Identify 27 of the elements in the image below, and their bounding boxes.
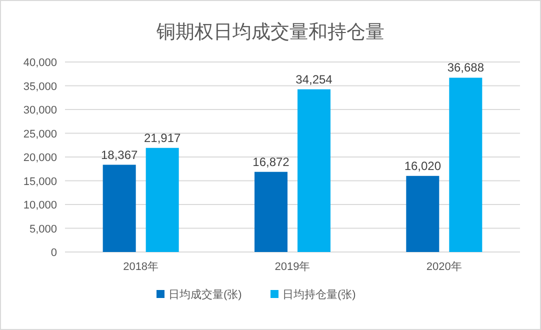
bar [254, 172, 288, 252]
data-label: 18,367 [100, 148, 138, 162]
data-label: 16,020 [404, 158, 442, 173]
chart-title: 铜期权日均成交量和持仓量 [156, 21, 384, 43]
data-label: 16,872 [252, 154, 290, 169]
x-tick-label: 2020年 [426, 261, 462, 273]
y-tick-label: 25,000 [23, 128, 57, 140]
legend-label: 日均持仓量(张) [282, 288, 356, 301]
y-tick-label: 10,000 [23, 200, 57, 212]
data-label: 21,917 [144, 130, 182, 145]
data-label: 36,688 [447, 60, 484, 75]
y-tick-label: 35,000 [23, 80, 57, 93]
x-tick-label: 2018年 [123, 261, 159, 273]
y-tick-label: 0 [50, 247, 57, 259]
legend-label: 日均成交量(张) [168, 288, 242, 301]
bar [406, 176, 440, 252]
bar [146, 148, 179, 252]
x-tick-label: 2019年 [274, 261, 310, 273]
y-tick-label: 40,000 [23, 57, 57, 69]
bar [298, 89, 330, 252]
y-tick-label: 20,000 [23, 152, 57, 164]
y-tick-label: 5,000 [29, 223, 57, 236]
data-label: 34,254 [296, 72, 333, 86]
y-tick-label: 30,000 [23, 104, 57, 116]
y-tick-label: 15,000 [23, 176, 57, 188]
bar [102, 164, 136, 252]
bar [449, 78, 482, 252]
